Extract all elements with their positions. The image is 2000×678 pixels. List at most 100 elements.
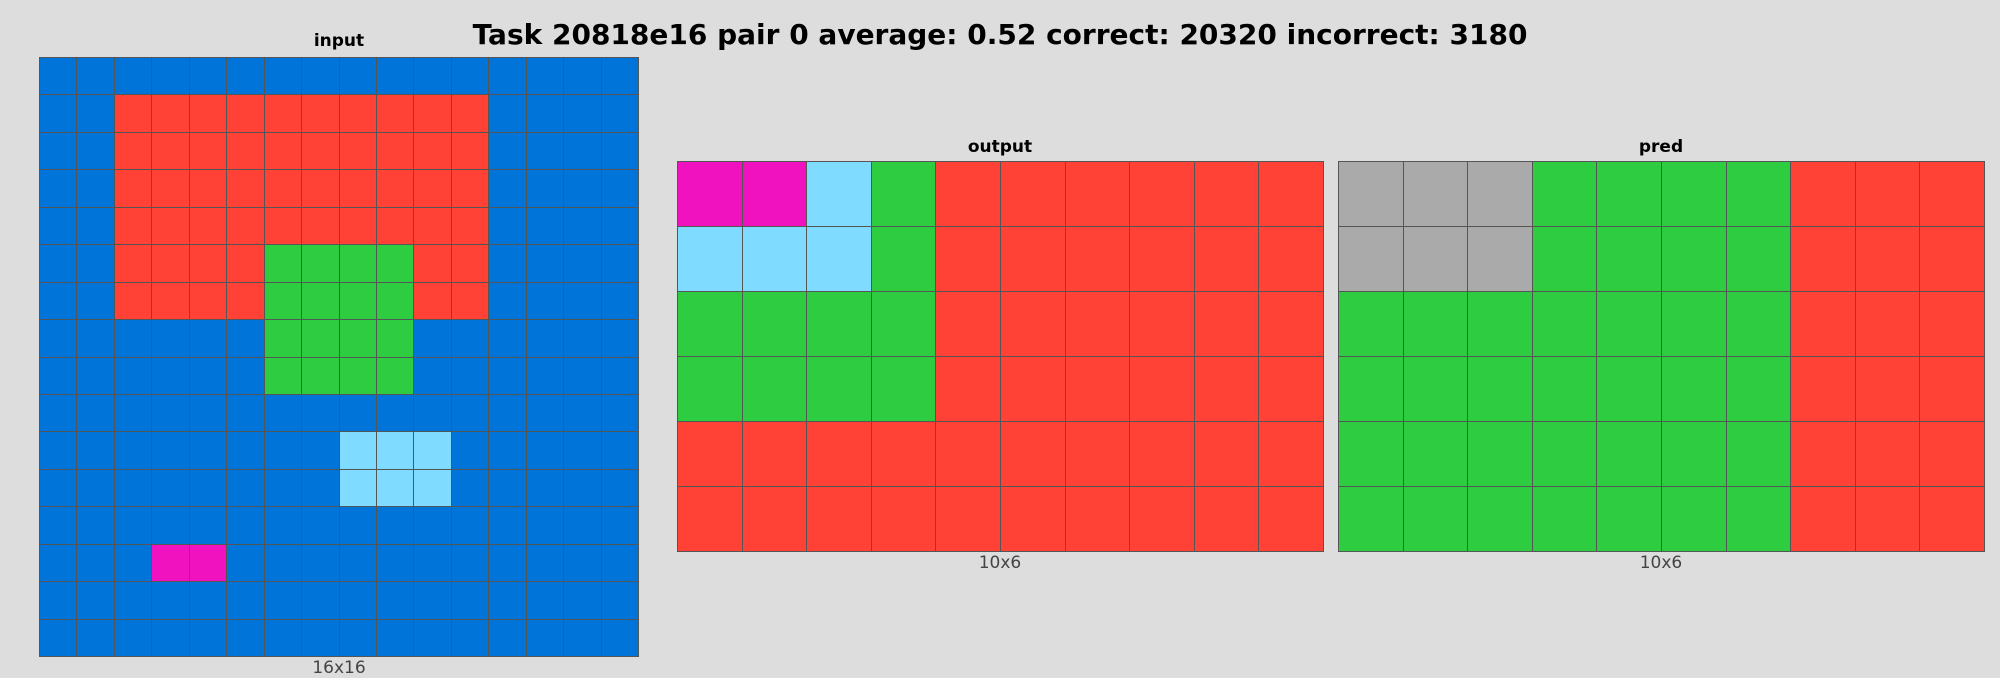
input-cell-9-5 (227, 394, 264, 432)
input-cell-3-6 (264, 170, 302, 207)
input-cell-1-10 (414, 95, 451, 132)
pred-cell-5-8 (1855, 487, 1920, 551)
input-cell-11-5 (227, 469, 264, 507)
input-cell-9-6 (264, 394, 302, 432)
pred-panel-label: pred (1638, 137, 1684, 157)
input-cell-12-10 (414, 507, 451, 544)
input-cell-12-1 (77, 507, 114, 544)
pred-cell-2-5 (1661, 292, 1726, 356)
input-cell-13-3 (152, 544, 189, 582)
pred-cell-2-3 (1532, 292, 1597, 356)
input-cell-1-1 (77, 95, 114, 132)
pred-cell-5-4 (1597, 487, 1661, 551)
input-cell-4-6 (264, 207, 302, 245)
input-cell-11-3 (152, 469, 189, 507)
output-cell-0-9 (1259, 162, 1323, 226)
input-cell-0-12 (489, 58, 526, 95)
input-cell-12-6 (264, 507, 302, 544)
input-cell-1-0 (40, 95, 77, 132)
pred-cell-0-2 (1468, 162, 1532, 226)
output-cell-0-7 (1130, 162, 1194, 226)
input-cell-9-7 (302, 394, 339, 432)
pred-cell-1-0 (1339, 227, 1403, 291)
input-cell-0-2 (114, 58, 152, 95)
input-cell-11-11 (451, 469, 489, 507)
input-cell-12-4 (189, 507, 227, 544)
input-cell-2-1 (77, 132, 114, 170)
pred-cell-1-7 (1791, 227, 1855, 291)
input-cell-9-15 (601, 394, 638, 432)
input-cell-4-0 (40, 207, 77, 245)
input-cell-3-3 (152, 170, 189, 207)
pred-cell-4-6 (1726, 422, 1791, 486)
output-cell-1-8 (1194, 227, 1259, 291)
output-cell-0-5 (1000, 162, 1065, 226)
input-cell-4-11 (451, 207, 489, 245)
input-cell-6-13 (526, 282, 564, 320)
pred-cell-4-7 (1791, 422, 1855, 486)
output-cell-5-2 (807, 487, 871, 551)
output-cell-2-4 (936, 292, 1000, 356)
input-cell-9-9 (376, 394, 414, 432)
input-cell-14-11 (451, 582, 489, 619)
pred-cell-3-1 (1403, 357, 1468, 421)
pred-cell-2-9 (1920, 292, 1984, 356)
pred-cell-3-0 (1339, 357, 1403, 421)
input-cell-5-0 (40, 245, 77, 282)
output-cell-4-8 (1194, 422, 1259, 486)
input-cell-10-12 (489, 432, 526, 469)
input-cell-5-6 (264, 245, 302, 282)
input-cell-4-13 (526, 207, 564, 245)
input-cell-4-15 (601, 207, 638, 245)
input-cell-11-1 (77, 469, 114, 507)
input-cell-8-2 (114, 357, 152, 394)
output-cell-1-5 (1000, 227, 1065, 291)
output-cell-4-1 (742, 422, 807, 486)
pred-cell-3-9 (1920, 357, 1984, 421)
input-cell-11-0 (40, 469, 77, 507)
input-cell-2-5 (227, 132, 264, 170)
input-cell-4-9 (376, 207, 414, 245)
output-cell-3-3 (871, 357, 936, 421)
input-cell-2-8 (339, 132, 376, 170)
input-cell-0-5 (227, 58, 264, 95)
output-cell-1-3 (871, 227, 936, 291)
input-cell-5-11 (451, 245, 489, 282)
input-cell-6-5 (227, 282, 264, 320)
input-cell-11-7 (302, 469, 339, 507)
input-cell-10-3 (152, 432, 189, 469)
input-cell-15-10 (414, 619, 451, 656)
pred-cell-3-6 (1726, 357, 1791, 421)
input-cell-15-4 (189, 619, 227, 656)
input-cell-13-5 (227, 544, 264, 582)
input-cell-12-12 (489, 507, 526, 544)
pred-cell-1-5 (1661, 227, 1726, 291)
output-cell-1-0 (678, 227, 742, 291)
input-cell-8-13 (526, 357, 564, 394)
input-cell-12-7 (302, 507, 339, 544)
input-cell-4-7 (302, 207, 339, 245)
input-cell-2-0 (40, 132, 77, 170)
input-cell-8-11 (451, 357, 489, 394)
input-cell-10-13 (526, 432, 564, 469)
pred-cell-4-2 (1468, 422, 1532, 486)
input-cell-4-2 (114, 207, 152, 245)
pred-cell-0-7 (1791, 162, 1855, 226)
input-cell-11-6 (264, 469, 302, 507)
pred-cell-0-5 (1661, 162, 1726, 226)
output-cell-2-0 (678, 292, 742, 356)
input-cell-7-6 (264, 320, 302, 357)
input-cell-7-10 (414, 320, 451, 357)
input-cell-10-1 (77, 432, 114, 469)
pred-cell-4-3 (1532, 422, 1597, 486)
input-cell-0-3 (152, 58, 189, 95)
pred-cell-1-8 (1855, 227, 1920, 291)
output-cell-2-6 (1065, 292, 1130, 356)
input-cell-9-10 (414, 394, 451, 432)
input-cell-12-8 (339, 507, 376, 544)
input-cell-2-7 (302, 132, 339, 170)
input-cell-13-1 (77, 544, 114, 582)
input-cell-14-0 (40, 582, 77, 619)
input-cell-8-9 (376, 357, 414, 394)
input-cell-1-8 (339, 95, 376, 132)
